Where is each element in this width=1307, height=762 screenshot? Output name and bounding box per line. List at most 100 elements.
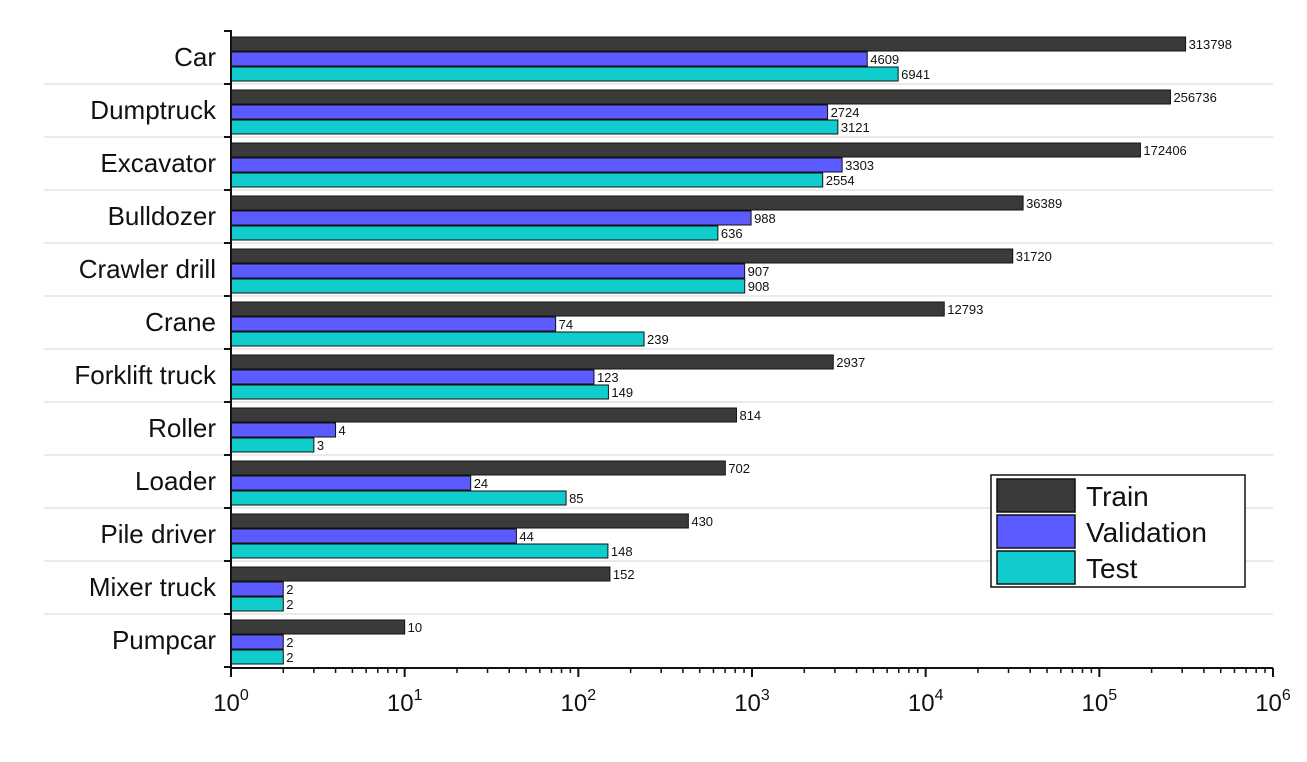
category-label: Pumpcar: [112, 625, 216, 655]
bar-test: [230, 119, 839, 135]
bar-validation: [230, 51, 868, 67]
data-label: 2554: [826, 173, 855, 188]
bar-test: [230, 278, 746, 294]
data-label: 2: [286, 597, 293, 612]
bar-test: [230, 596, 284, 612]
legend-label-train: Train: [1086, 481, 1149, 512]
data-label: 256736: [1173, 90, 1216, 105]
legend-swatch-train: [996, 478, 1076, 513]
data-label: 908: [748, 279, 770, 294]
bar-train: [230, 301, 945, 317]
data-label: 6941: [901, 67, 930, 82]
data-label: 2: [286, 650, 293, 665]
data-label: 31720: [1016, 249, 1052, 264]
bar-train: [230, 195, 1024, 211]
data-label: 36389: [1026, 196, 1062, 211]
x-tick-label: 105: [1082, 687, 1118, 717]
data-label: 430: [691, 514, 713, 529]
bar-validation: [230, 157, 843, 173]
x-tick-label: 106: [1255, 687, 1291, 717]
bar-test: [230, 331, 645, 347]
x-tick-label: 102: [561, 687, 597, 717]
bar-test: [230, 543, 609, 559]
bar-train: [230, 36, 1187, 52]
x-tick-label: 104: [908, 687, 944, 717]
legend-swatch-validation: [996, 514, 1076, 549]
bar-validation: [230, 316, 557, 332]
data-label: 988: [754, 211, 776, 226]
data-label: 907: [748, 264, 770, 279]
x-tick-label: 100: [213, 687, 249, 717]
data-label: 24: [474, 476, 488, 491]
category-label: Pile driver: [100, 519, 216, 549]
bar-train: [230, 354, 834, 370]
bar-validation: [230, 210, 752, 226]
data-label: 239: [647, 332, 669, 347]
data-label: 3303: [845, 158, 874, 173]
data-label: 313798: [1189, 37, 1232, 52]
bar-train: [230, 513, 689, 529]
category-label: Mixer truck: [89, 572, 217, 602]
legend: Train Validation Test: [990, 474, 1246, 588]
category-labels: Car Dumptruck Excavator Bulldozer Crawler dr…: [74, 42, 217, 655]
category-label: Crane: [145, 307, 216, 337]
data-label: 702: [728, 461, 750, 476]
data-label: 149: [611, 385, 633, 400]
category-label: Dumptruck: [90, 95, 217, 125]
category-label: Roller: [148, 413, 216, 443]
data-label: 3: [317, 438, 324, 453]
data-label: 148: [611, 544, 633, 559]
bar-train: [230, 407, 737, 423]
category-label: Car: [174, 42, 216, 72]
bar-train: [230, 89, 1171, 105]
bar-test: [230, 490, 567, 506]
legend-label-validation: Validation: [1086, 517, 1207, 548]
data-label: 10: [408, 620, 422, 635]
data-label: 4609: [870, 52, 899, 67]
legend-swatch-test: [996, 550, 1076, 585]
bar-validation: [230, 263, 746, 279]
data-label: 636: [721, 226, 743, 241]
bar-validation: [230, 634, 284, 650]
bar-train: [230, 248, 1014, 264]
bar-train: [230, 619, 406, 635]
bar-test: [230, 384, 609, 400]
data-label: 12793: [947, 302, 983, 317]
bar-test: [230, 649, 284, 665]
bar-validation: [230, 475, 472, 491]
bar-validation: [230, 104, 829, 120]
bar-validation: [230, 422, 337, 438]
data-label: 3121: [841, 120, 870, 135]
bar-test: [230, 66, 899, 82]
bar-test: [230, 225, 719, 241]
data-label: 2724: [831, 105, 860, 120]
bar-validation: [230, 581, 284, 597]
bar-test: [230, 172, 824, 188]
data-label: 44: [519, 529, 533, 544]
data-label: 172406: [1143, 143, 1186, 158]
bar-test: [230, 437, 315, 453]
category-label: Loader: [135, 466, 216, 496]
bar-validation: [230, 528, 517, 544]
category-label: Excavator: [100, 148, 216, 178]
x-axis: 100 101 102 103 104 105 106: [213, 30, 1291, 717]
category-label: Forklift truck: [74, 360, 217, 390]
bars: [230, 36, 1187, 665]
data-label: 2: [286, 582, 293, 597]
x-tick-label: 103: [734, 687, 770, 717]
x-tick-label: 101: [387, 687, 423, 717]
data-label: 152: [613, 567, 635, 582]
category-label: Crawler drill: [79, 254, 216, 284]
bar-train: [230, 566, 611, 582]
data-label: 85: [569, 491, 583, 506]
data-label: 123: [597, 370, 619, 385]
data-label: 2: [286, 635, 293, 650]
bar-train: [230, 142, 1141, 158]
data-label: 2937: [836, 355, 865, 370]
bar-train: [230, 460, 726, 476]
category-label: Bulldozer: [108, 201, 217, 231]
data-label: 814: [739, 408, 761, 423]
data-label: 74: [559, 317, 573, 332]
